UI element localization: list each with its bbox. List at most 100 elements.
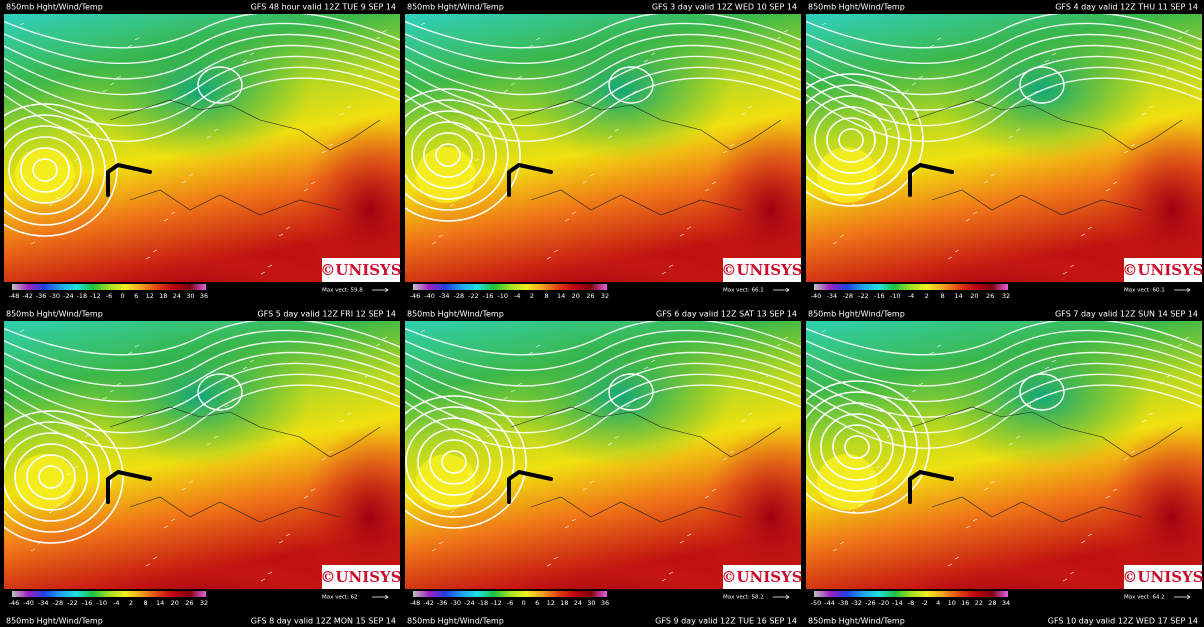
wind-vector [517, 382, 523, 386]
wind-vector [188, 173, 194, 177]
wind-vector [170, 211, 176, 215]
wind-vector [1184, 336, 1190, 340]
wind-vector [321, 150, 327, 154]
scale-label: -16 [874, 292, 885, 300]
wind-vector [1062, 578, 1068, 582]
scale-label: -10 [96, 599, 107, 607]
wind-vector [668, 264, 674, 268]
contour [806, 66, 1202, 127]
scale-label: -28 [454, 292, 465, 300]
scale-label: 32 [1002, 292, 1010, 300]
wind-vector [1008, 135, 1014, 139]
warm-region [53, 250, 347, 282]
cool-region [90, 327, 310, 467]
coastline [510, 406, 782, 523]
wind-vector [582, 487, 588, 491]
wind-vector [30, 241, 36, 245]
valid-time: GFS 8 day valid 12Z MON 15 SEP 14 [251, 617, 396, 626]
scale-label: 26 [185, 599, 193, 607]
logo-box [723, 565, 801, 589]
contour [806, 380, 930, 514]
wind-vector [965, 218, 971, 222]
contour [197, 66, 243, 104]
contour [1019, 373, 1065, 411]
scale-label: -22 [858, 292, 869, 300]
contour [4, 362, 400, 418]
scale-label: 14 [954, 292, 962, 300]
scale-label: -40 [23, 599, 34, 607]
contour [197, 373, 243, 411]
wind-vector [911, 389, 917, 393]
wind-vector [102, 396, 108, 400]
wind-vector [546, 256, 552, 260]
wind-vector [328, 143, 334, 147]
wind-vector [357, 381, 363, 385]
contour [405, 417, 503, 507]
wind-vector [832, 241, 838, 245]
wind-vector [729, 450, 735, 454]
wind-vector [278, 233, 284, 237]
vector-arrow [1174, 594, 1191, 600]
valid-time: GFS 7 day valid 12Z SUN 14 SEP 14 [1055, 310, 1198, 319]
wind-vector [206, 442, 212, 446]
high-center [15, 454, 75, 510]
wind-vector [1015, 128, 1021, 132]
high-center [817, 147, 877, 203]
contour [20, 147, 70, 193]
scale-label: 8 [544, 292, 548, 300]
contour [4, 373, 400, 434]
wind-vector [832, 548, 838, 552]
wind-vector [553, 556, 559, 560]
wind-vector [303, 188, 309, 192]
wind-vector [474, 158, 480, 162]
wind-vector [1148, 412, 1154, 416]
wind-vector [260, 578, 266, 582]
wind-vector [37, 234, 43, 238]
vector-arrow [1174, 287, 1191, 293]
warm-region [701, 120, 801, 282]
wind-vector [954, 249, 960, 253]
wind-vector [722, 457, 728, 461]
wind-vector [972, 518, 978, 522]
next-panel-header: 850mb Hght/Wind/Temp GFS 9 day valid 12Z … [407, 617, 797, 626]
scale-label: -34 [439, 292, 450, 300]
wind-vector [134, 37, 140, 41]
scale-label: -12 [491, 599, 502, 607]
contour [405, 66, 801, 127]
wind-vector [73, 465, 79, 469]
wind-vector [1062, 271, 1068, 275]
max-vector: Max vect: 60.1 [1124, 288, 1165, 294]
wind-vector [163, 525, 169, 529]
wind-vector [375, 36, 381, 40]
wind-vector [231, 90, 237, 94]
wind-vector [127, 351, 133, 355]
scale-label: -50 [811, 599, 822, 607]
wind-vector [1105, 495, 1111, 499]
valid-time: GFS 4 day valid 12Z THU 11 SEP 14 [1055, 3, 1198, 12]
coastline [911, 99, 1183, 216]
map-panel: 850mb Hght/Wind/Temp GFS 6 day valid 12Z … [405, 310, 802, 607]
wind-vector [625, 404, 631, 408]
contour [405, 22, 801, 64]
wind-vector [485, 434, 491, 438]
wind-vector [116, 382, 122, 386]
wind-vector [990, 480, 996, 484]
wind-vector [170, 518, 176, 522]
wind-vector [875, 465, 881, 469]
contour [806, 95, 900, 185]
wind-vector [1069, 264, 1075, 268]
wind-vector [661, 271, 667, 275]
wind-vector [839, 541, 845, 545]
map [806, 321, 1202, 589]
contour [411, 121, 485, 189]
wind-vector [783, 29, 789, 33]
wind-vector [1033, 90, 1039, 94]
wind-vector [704, 495, 710, 499]
wind-vector [346, 412, 352, 416]
wind-vector [650, 359, 656, 363]
wind-vector [449, 510, 455, 514]
contour [405, 77, 801, 142]
wind-vector [850, 203, 856, 207]
scale-label: 36 [601, 599, 609, 607]
valid-time: GFS 5 day valid 12Z FRI 12 SEP 14 [257, 310, 396, 319]
